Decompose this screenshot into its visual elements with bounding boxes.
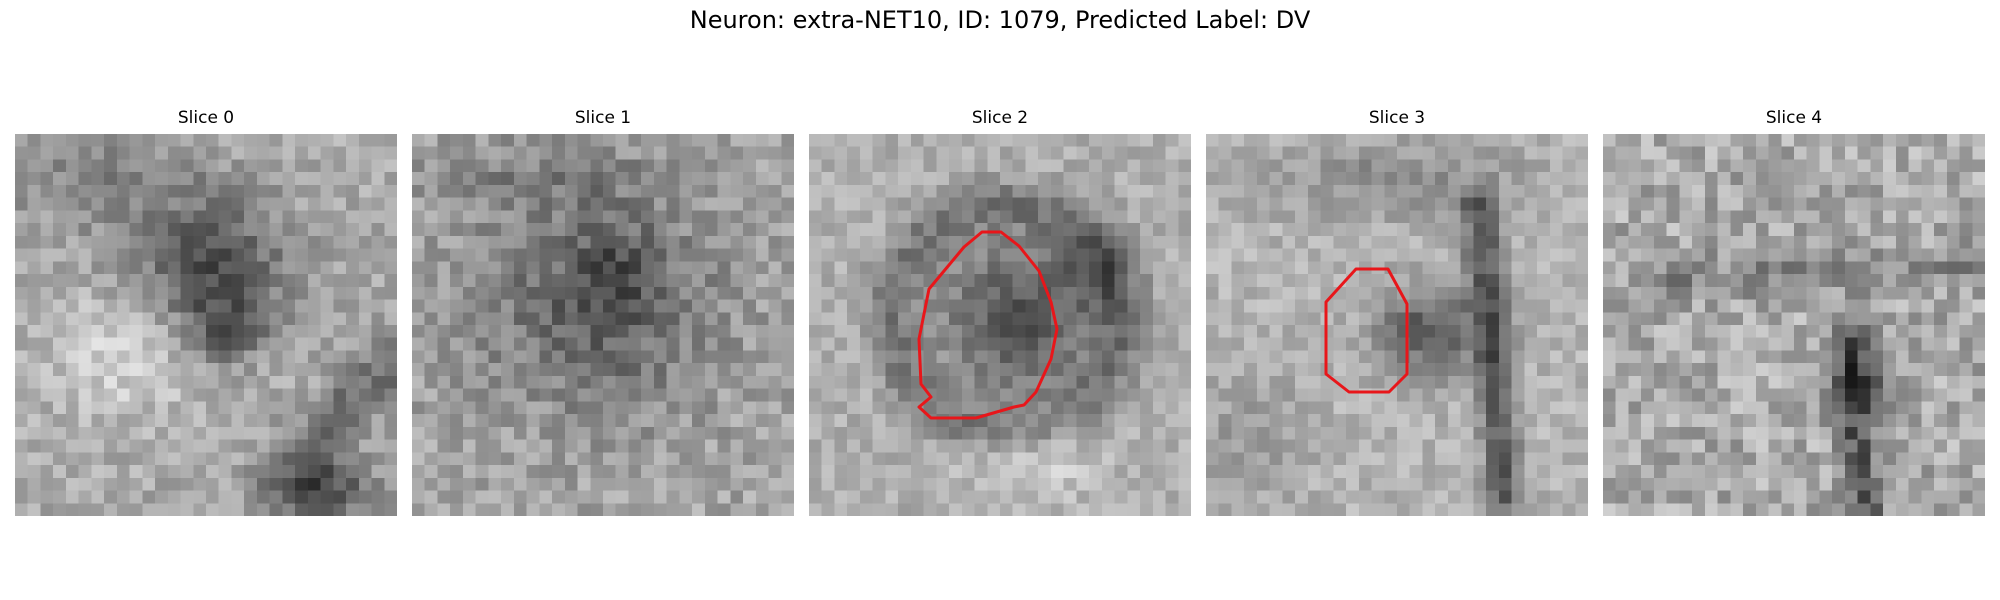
panel-title-slice-2: Slice 2 xyxy=(971,108,1029,128)
slice-2-image xyxy=(809,134,1191,516)
slice-4-image xyxy=(1603,134,1985,516)
slice-1-image xyxy=(412,134,794,516)
slice-0-image xyxy=(15,134,397,516)
panel-title-slice-1: Slice 1 xyxy=(574,108,632,128)
panel-title-slice-0: Slice 0 xyxy=(177,108,235,128)
slice-3-image xyxy=(1206,134,1588,516)
panel-title-slice-4: Slice 4 xyxy=(1765,108,1823,128)
panel-title-slice-3: Slice 3 xyxy=(1368,108,1426,128)
figure-title: Neuron: extra-NET10, ID: 1079, Predicted… xyxy=(689,6,1311,34)
